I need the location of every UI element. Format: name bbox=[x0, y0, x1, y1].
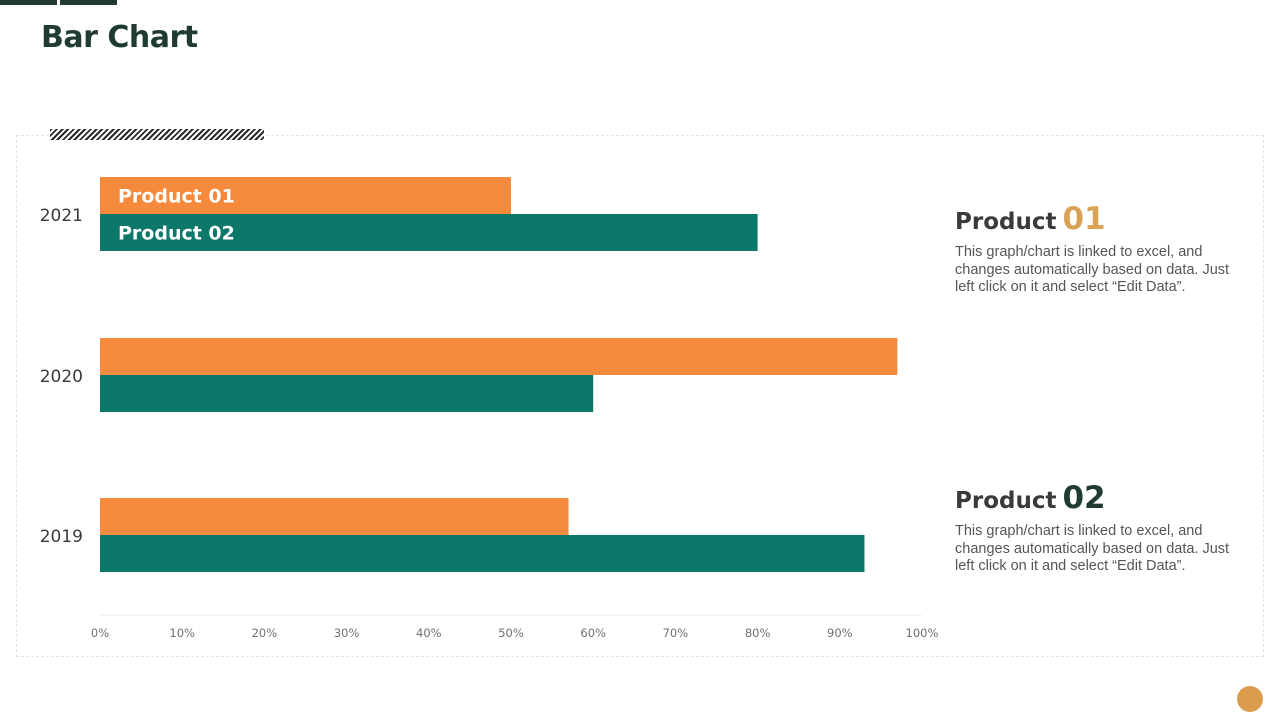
legend-block-product-01: Product 01 This graph/chart is linked to … bbox=[955, 199, 1245, 297]
x-tick-label: 100% bbox=[906, 626, 939, 640]
x-tick-label: 50% bbox=[498, 626, 524, 640]
legend-description: This graph/chart is linked to excel, and… bbox=[955, 244, 1230, 295]
legend-title-word: Product bbox=[955, 488, 1057, 514]
bar-product-01-2019 bbox=[100, 498, 569, 535]
category-label-2021: 2021 bbox=[40, 206, 83, 226]
legend-title-number: 01 bbox=[1062, 201, 1106, 237]
category-label-2019: 2019 bbox=[40, 527, 83, 547]
page-title: Bar Chart bbox=[41, 20, 198, 55]
chart-panel bbox=[16, 135, 1264, 657]
bar-product-02-2019 bbox=[100, 535, 865, 572]
x-tick-label: 70% bbox=[663, 626, 689, 640]
x-tick-label: 20% bbox=[252, 626, 278, 640]
legend-title: Product 01 bbox=[955, 199, 1245, 244]
legend-block-product-02: Product 02 This graph/chart is linked to … bbox=[955, 478, 1245, 576]
bar-product-01-2020 bbox=[100, 338, 898, 375]
header-accent-tab bbox=[0, 0, 57, 5]
in-bar-series-label: Product 01 bbox=[118, 186, 235, 208]
legend-title-number: 02 bbox=[1062, 480, 1106, 516]
category-label-2020: 2020 bbox=[40, 367, 83, 387]
legend-title-word: Product bbox=[955, 209, 1057, 235]
bar-product-02-2021 bbox=[100, 214, 758, 251]
x-tick-label: 0% bbox=[91, 626, 109, 640]
decorative-hatch-stripe bbox=[50, 129, 264, 140]
header-accent-tab bbox=[60, 0, 117, 5]
x-tick-label: 10% bbox=[169, 626, 195, 640]
corner-decoration-dot bbox=[1237, 686, 1263, 712]
legend-description: This graph/chart is linked to excel, and… bbox=[955, 523, 1230, 574]
bar-product-01-2021 bbox=[100, 177, 511, 214]
x-tick-label: 40% bbox=[416, 626, 442, 640]
x-tick-label: 30% bbox=[334, 626, 360, 640]
bar-product-02-2020 bbox=[100, 375, 594, 412]
in-bar-series-label: Product 02 bbox=[118, 223, 235, 245]
legend-title: Product 02 bbox=[955, 478, 1245, 523]
x-tick-label: 60% bbox=[580, 626, 606, 640]
x-tick-label: 80% bbox=[745, 626, 771, 640]
x-tick-label: 90% bbox=[827, 626, 853, 640]
